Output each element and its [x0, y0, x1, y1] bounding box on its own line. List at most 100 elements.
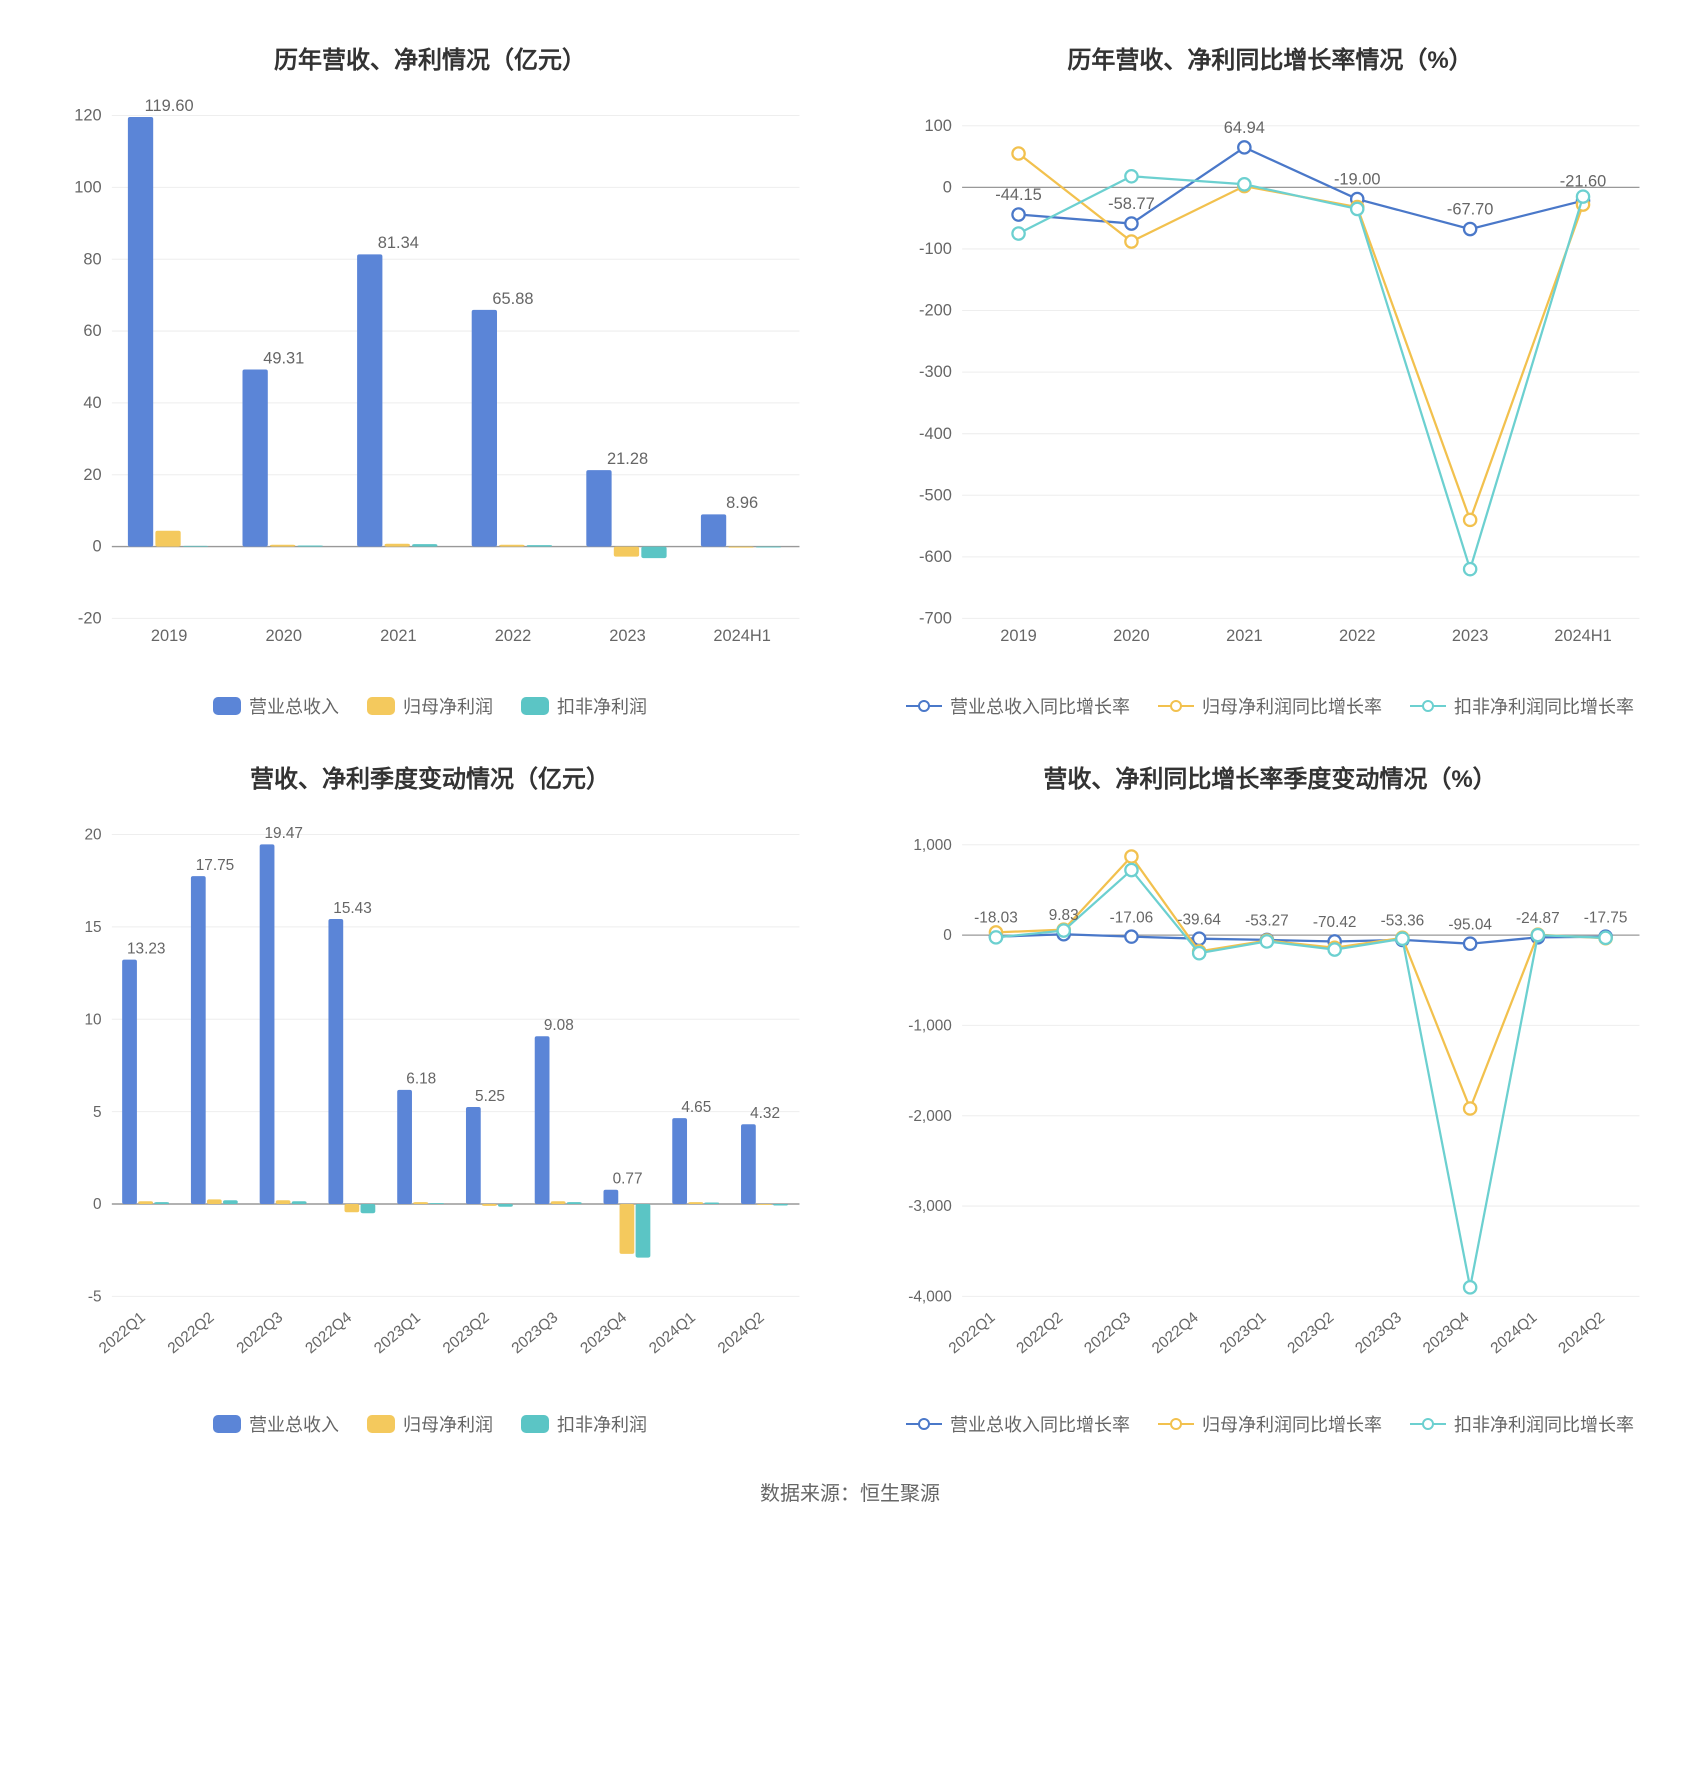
svg-text:2022Q2: 2022Q2 — [165, 1309, 218, 1357]
svg-text:-44.15: -44.15 — [995, 186, 1042, 204]
svg-text:10: 10 — [84, 1011, 101, 1028]
svg-text:-53.27: -53.27 — [1245, 912, 1289, 929]
svg-text:119.60: 119.60 — [145, 97, 194, 115]
chart-title: 营收、净利同比增长率季度变动情况（%） — [1043, 759, 1496, 794]
legend-swatch — [1158, 700, 1194, 712]
svg-text:-20: -20 — [78, 610, 102, 628]
legend-swatch — [367, 697, 395, 715]
legend-label: 扣非净利润 — [557, 1411, 647, 1437]
legend-label: 扣非净利润同比增长率 — [1454, 1411, 1634, 1437]
legend-swatch — [1410, 700, 1446, 712]
svg-text:0: 0 — [93, 1196, 102, 1213]
svg-text:2023Q1: 2023Q1 — [371, 1309, 424, 1357]
legend-label: 归母净利润 — [403, 693, 493, 719]
svg-text:0: 0 — [92, 538, 101, 556]
legend-item: 营业总收入同比增长率 — [906, 1411, 1130, 1437]
svg-text:-500: -500 — [919, 486, 952, 504]
annual-growth-legend: 营业总收入同比增长率 归母净利润同比增长率 扣非净利润同比增长率 — [906, 693, 1634, 719]
legend-item: 归母净利润 — [367, 1411, 493, 1437]
svg-text:20: 20 — [84, 826, 101, 843]
svg-text:0: 0 — [943, 178, 952, 196]
svg-text:80: 80 — [83, 250, 101, 268]
svg-text:-70.42: -70.42 — [1313, 914, 1357, 931]
legend-swatch — [521, 1415, 549, 1433]
svg-text:120: 120 — [74, 107, 101, 125]
legend-label: 营业总收入 — [249, 693, 339, 719]
legend-swatch — [1410, 1418, 1446, 1430]
svg-text:-600: -600 — [919, 548, 952, 566]
quarter-bar-legend: 营业总收入 归母净利润 扣非净利润 — [213, 1411, 647, 1437]
svg-text:15.43: 15.43 — [333, 900, 371, 917]
svg-text:2023: 2023 — [609, 627, 646, 645]
svg-text:2024Q2: 2024Q2 — [1555, 1309, 1608, 1357]
svg-text:-58.77: -58.77 — [1108, 195, 1155, 213]
svg-text:2020: 2020 — [1113, 627, 1150, 645]
svg-text:2023Q4: 2023Q4 — [577, 1308, 630, 1356]
svg-text:-39.64: -39.64 — [1177, 911, 1221, 928]
svg-text:2024Q1: 2024Q1 — [646, 1309, 699, 1357]
svg-text:20: 20 — [83, 466, 101, 484]
svg-text:-5: -5 — [88, 1288, 102, 1305]
svg-text:100: 100 — [74, 178, 101, 196]
svg-text:65.88: 65.88 — [492, 290, 533, 308]
svg-text:2024H1: 2024H1 — [713, 627, 770, 645]
chart-title: 历年营收、净利情况（亿元） — [274, 40, 586, 75]
svg-text:2022Q2: 2022Q2 — [1013, 1309, 1066, 1357]
chart-title: 营收、净利季度变动情况（亿元） — [250, 759, 610, 794]
svg-text:5.25: 5.25 — [475, 1088, 505, 1105]
svg-text:4.65: 4.65 — [681, 1099, 711, 1116]
svg-text:9.83: 9.83 — [1049, 907, 1079, 924]
svg-text:2019: 2019 — [151, 627, 188, 645]
svg-text:-4,000: -4,000 — [908, 1288, 952, 1305]
svg-text:2019: 2019 — [1000, 627, 1037, 645]
svg-text:40: 40 — [83, 394, 101, 412]
svg-text:2023Q4: 2023Q4 — [1420, 1308, 1473, 1356]
svg-text:15: 15 — [84, 919, 101, 936]
legend-label: 营业总收入同比增长率 — [950, 1411, 1130, 1437]
chart-title: 历年营收、净利同比增长率情况（%） — [1067, 40, 1472, 75]
svg-text:-1,000: -1,000 — [908, 1017, 952, 1034]
annual-bar-svg: -20020406080100120119.60201949.31202081.… — [40, 95, 820, 675]
svg-text:81.34: 81.34 — [378, 234, 419, 252]
svg-text:2022: 2022 — [495, 627, 532, 645]
svg-text:2023Q3: 2023Q3 — [509, 1309, 562, 1357]
annual-growth-panel: 历年营收、净利同比增长率情况（%） -700-600-500-400-300-2… — [880, 40, 1660, 719]
quarter-bar-panel: 营收、净利季度变动情况（亿元） -50510152013.232022Q117.… — [40, 759, 820, 1438]
svg-text:0.77: 0.77 — [613, 1170, 643, 1187]
svg-text:6.18: 6.18 — [406, 1070, 436, 1087]
legend-swatch — [906, 700, 942, 712]
svg-text:-17.75: -17.75 — [1584, 909, 1628, 926]
svg-text:-300: -300 — [919, 363, 952, 381]
legend-label: 归母净利润 — [403, 1411, 493, 1437]
svg-text:-24.87: -24.87 — [1516, 910, 1560, 927]
legend-swatch — [213, 1415, 241, 1433]
svg-text:2020: 2020 — [266, 627, 303, 645]
source-note: 数据来源：恒生聚源 — [40, 1477, 1660, 1506]
svg-text:2022Q3: 2022Q3 — [233, 1309, 286, 1357]
svg-text:100: 100 — [924, 117, 951, 135]
legend-label: 归母净利润同比增长率 — [1202, 693, 1382, 719]
annual-bar-legend: 营业总收入归母净利润扣非净利润 — [213, 693, 647, 719]
annual-bar-panel: 历年营收、净利情况（亿元） -20020406080100120119.6020… — [40, 40, 820, 719]
legend-label: 营业总收入同比增长率 — [950, 693, 1130, 719]
svg-text:-95.04: -95.04 — [1448, 916, 1492, 933]
legend-label: 归母净利润同比增长率 — [1202, 1411, 1382, 1437]
svg-text:21.28: 21.28 — [607, 450, 648, 468]
legend-swatch — [521, 697, 549, 715]
legend-item: 归母净利润同比增长率 — [1158, 1411, 1382, 1437]
legend-item: 营业总收入同比增长率 — [906, 693, 1130, 719]
legend-label: 扣非净利润同比增长率 — [1454, 693, 1634, 719]
legend-label: 营业总收入 — [249, 1411, 339, 1437]
svg-text:2022Q4: 2022Q4 — [302, 1308, 355, 1356]
svg-text:-100: -100 — [919, 240, 952, 258]
svg-text:2022: 2022 — [1339, 627, 1376, 645]
legend-item: 扣非净利润 — [521, 1411, 647, 1437]
svg-text:49.31: 49.31 — [263, 349, 304, 367]
svg-text:0: 0 — [943, 927, 952, 944]
svg-text:2022Q3: 2022Q3 — [1081, 1309, 1134, 1357]
svg-text:1,000: 1,000 — [913, 837, 951, 854]
svg-text:-400: -400 — [919, 425, 952, 443]
svg-text:-21.60: -21.60 — [1560, 172, 1607, 190]
svg-text:-200: -200 — [919, 302, 952, 320]
svg-text:-2,000: -2,000 — [908, 1108, 952, 1125]
